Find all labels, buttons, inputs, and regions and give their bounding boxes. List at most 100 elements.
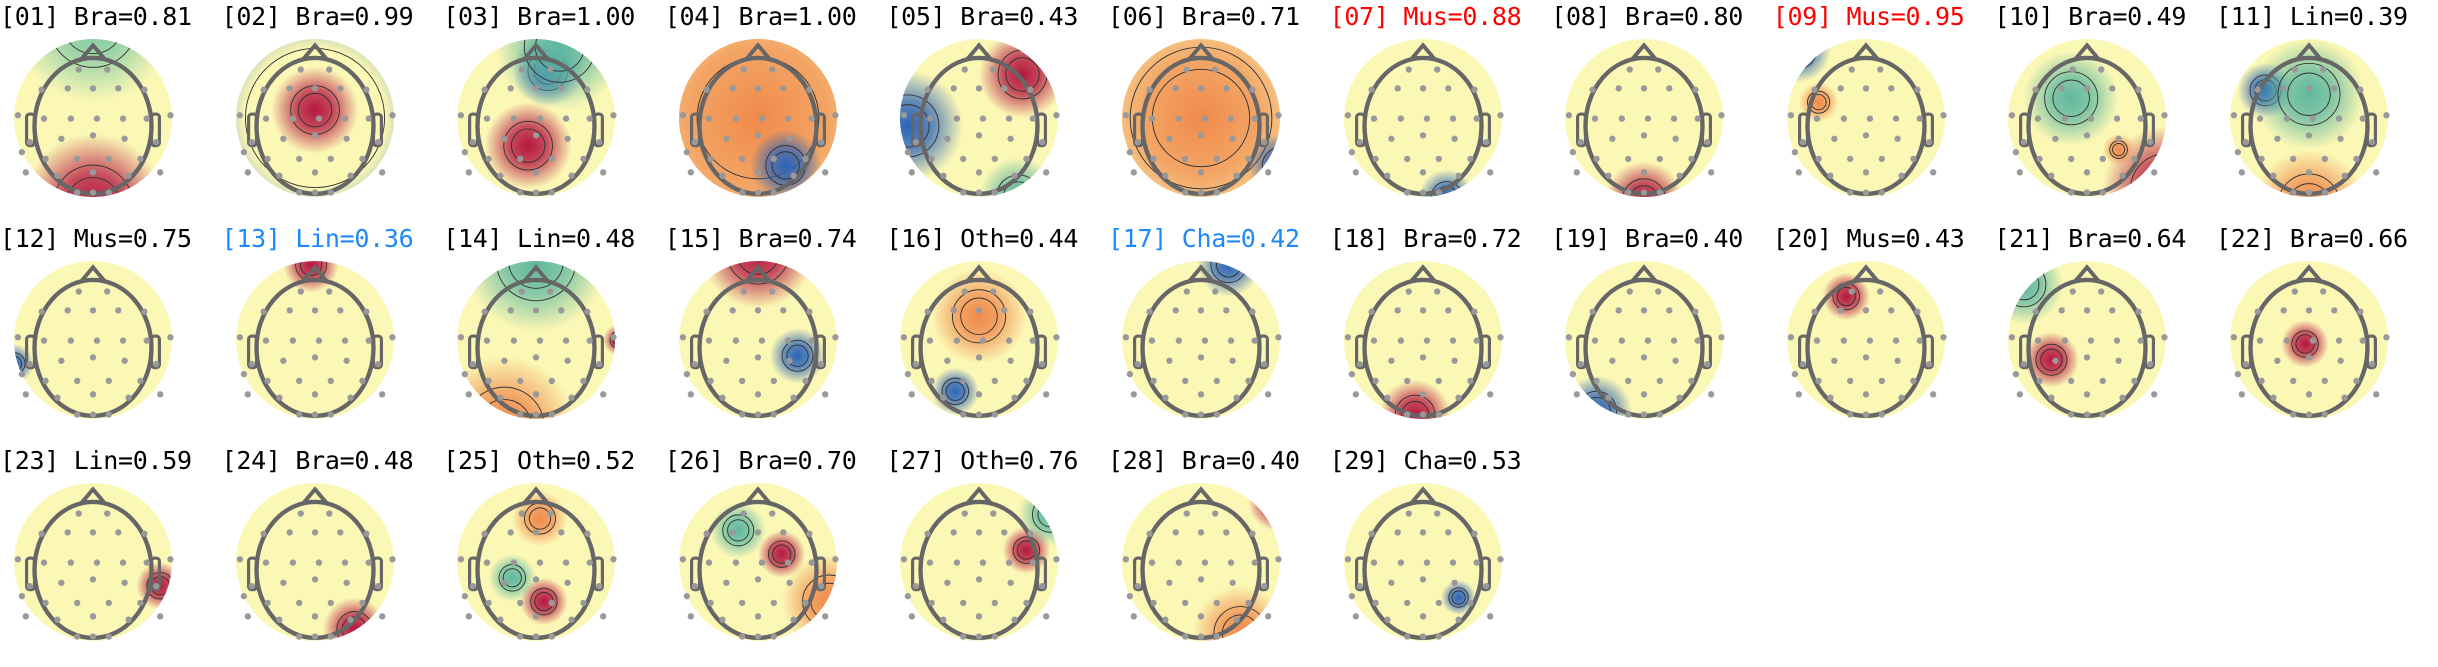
ear-icon	[593, 112, 605, 148]
electrode-marker	[1625, 189, 1632, 196]
electrode-marker	[1791, 149, 1798, 156]
electrode-marker	[2032, 308, 2040, 315]
electrode-marker	[1212, 288, 1219, 295]
component-title: [21] Bra=0.64	[1994, 224, 2187, 253]
electrode-marker	[1183, 66, 1190, 73]
electrode-marker	[940, 616, 947, 623]
electrode-marker	[311, 411, 318, 418]
electrode-marker	[950, 529, 958, 536]
electrode-marker	[1394, 529, 1401, 536]
electrode-marker	[1615, 85, 1623, 92]
electrode-marker	[2290, 189, 2297, 196]
contour-line	[771, 151, 800, 180]
contour-line	[464, 386, 545, 420]
electrode-marker	[1265, 613, 1272, 620]
electrode-marker	[832, 334, 839, 341]
electrode-marker	[341, 115, 348, 122]
ear-icon	[1479, 112, 1491, 148]
electrode-marker	[2309, 115, 2317, 122]
electrode-marker	[928, 377, 936, 385]
ear-icon	[2241, 334, 2253, 370]
ear-icon	[1922, 334, 1934, 370]
contour-line	[2277, 62, 2341, 126]
electrode-marker	[485, 155, 492, 163]
electrode-marker	[928, 155, 936, 163]
electrode-marker	[1813, 337, 1820, 344]
electrode-marker	[67, 559, 75, 566]
electrode-marker	[2280, 307, 2287, 314]
electrode-marker	[786, 135, 793, 142]
electrode-marker	[244, 613, 251, 620]
electrode-marker	[2353, 155, 2360, 163]
electrode-marker	[2321, 377, 2328, 385]
electrode-marker	[1593, 155, 1600, 163]
electrode-marker	[1435, 599, 1442, 607]
electrode-marker	[64, 529, 71, 536]
electrode-marker	[909, 391, 916, 398]
electrode-marker	[262, 337, 269, 344]
electrode-marker	[2115, 357, 2123, 364]
electrode-marker	[295, 155, 302, 163]
contour-line	[1261, 147, 1281, 184]
ear-icon	[149, 556, 161, 592]
electrode-marker	[2321, 155, 2328, 163]
electrode-marker	[768, 288, 776, 295]
topomap-activation	[484, 102, 572, 190]
component-24: [24] Bra=0.48	[222, 444, 444, 666]
nose-icon	[1186, 42, 1216, 62]
electrode-marker	[832, 556, 839, 563]
electrode-marker	[497, 394, 504, 401]
electrode-marker	[992, 599, 999, 607]
electrode-marker	[723, 579, 730, 586]
electrode-marker	[1227, 337, 1235, 344]
ear-icon	[2019, 112, 2031, 148]
electrode-marker	[732, 559, 739, 566]
ear-icon	[593, 334, 605, 370]
electrode-marker	[465, 391, 473, 398]
electrode-marker	[14, 334, 22, 341]
electrode-marker	[1672, 357, 1679, 364]
electrode-marker	[1827, 172, 1834, 179]
electrode-marker	[1213, 633, 1220, 640]
electrode-marker	[64, 307, 71, 314]
electrode-marker	[2070, 66, 2077, 73]
electrode-marker	[1182, 411, 1189, 418]
electrode-marker	[125, 394, 132, 401]
electrode-marker	[2254, 86, 2261, 93]
electrode-marker	[808, 559, 815, 566]
electrode-marker	[1197, 576, 1205, 583]
electrode-marker	[586, 337, 594, 344]
component-title: [09] Mus=0.95	[1772, 2, 1965, 31]
electrode-marker	[1656, 189, 1664, 196]
electrode-marker	[327, 599, 334, 607]
electrode-marker	[1148, 559, 1156, 566]
ear-icon	[468, 112, 480, 148]
electrode-marker	[1405, 66, 1412, 73]
electrode-marker	[2369, 360, 2376, 368]
electrode-marker	[1482, 138, 1489, 146]
electrode-marker	[770, 377, 777, 385]
electrode-marker	[1787, 112, 1794, 119]
electrode-marker	[1212, 510, 1219, 517]
electrode-marker	[1007, 579, 1015, 586]
electrode-marker	[289, 115, 296, 122]
electrode-marker	[260, 530, 267, 537]
electrode-marker	[1862, 85, 1869, 92]
electrode-marker	[976, 132, 983, 139]
electrode-marker	[121, 579, 128, 586]
electrode-marker	[596, 582, 603, 590]
electrode-marker	[754, 391, 761, 398]
electrode-marker	[533, 169, 540, 176]
electrode-marker	[2109, 307, 2116, 314]
electrode-marker	[1655, 288, 1662, 295]
electrode-marker	[832, 112, 839, 119]
component-13: [13] Lin=0.36	[222, 222, 444, 444]
electrode-marker	[1146, 86, 1153, 93]
electrode-marker	[802, 155, 809, 163]
electrode-marker	[719, 172, 726, 179]
electrode-marker	[1245, 155, 1252, 163]
electrode-marker	[1496, 556, 1504, 563]
electrode-marker	[990, 66, 997, 73]
electrode-marker	[770, 189, 777, 196]
nose-icon	[1851, 42, 1880, 62]
